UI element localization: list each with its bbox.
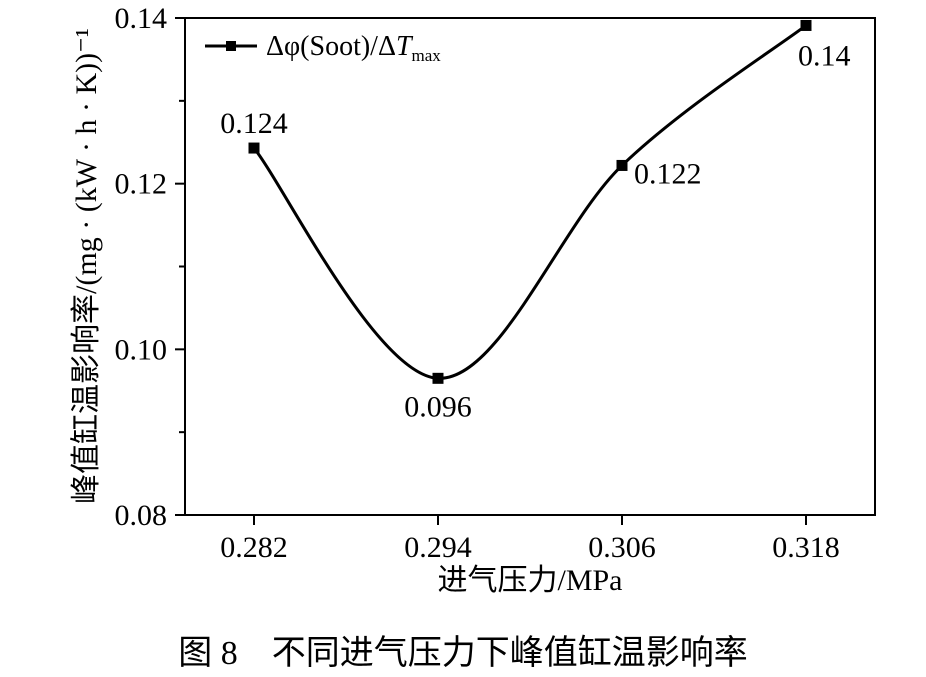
figure-caption: 图 8 不同进气压力下峰值缸温影响率 [178, 634, 748, 672]
data-point-marker [616, 159, 628, 171]
x-tick-label: 0.318 [772, 531, 840, 564]
x-axis: 0.282 0.294 0.306 0.318 [220, 515, 840, 564]
data-label: 0.096 [404, 390, 472, 423]
x-tick-label: 0.294 [404, 531, 472, 564]
series-markers [248, 19, 812, 384]
legend-marker [226, 41, 236, 51]
x-tick-label: 0.306 [588, 531, 656, 564]
y-tick-label: 0.12 [115, 168, 168, 201]
series-line [252, 24, 807, 380]
y-tick-label: 0.10 [115, 333, 168, 366]
y-axis: 0.08 0.10 0.12 0.14 [115, 2, 185, 532]
y-tick-label: 0.08 [115, 499, 168, 532]
data-point-marker [432, 372, 444, 384]
x-axis-title: 进气压力/MPa [437, 564, 622, 597]
x-tick-label: 0.282 [220, 531, 288, 564]
data-point-marker [248, 142, 260, 154]
data-label: 0.122 [634, 157, 702, 190]
data-label: 0.14 [798, 39, 851, 72]
data-label: 0.124 [220, 107, 288, 140]
data-labels: 0.124 0.096 0.122 0.14 [220, 39, 850, 423]
y-tick-label: 0.14 [115, 2, 168, 35]
y-axis-title: 峰值缸温影响率/(mg · (kW · h · K))⁻¹ [70, 28, 103, 504]
legend-label: Δφ(Soot)/ΔTmax [266, 31, 441, 65]
legend: Δφ(Soot)/ΔTmax [205, 31, 441, 65]
plot-frame [184, 17, 876, 516]
data-point-marker [800, 19, 812, 31]
